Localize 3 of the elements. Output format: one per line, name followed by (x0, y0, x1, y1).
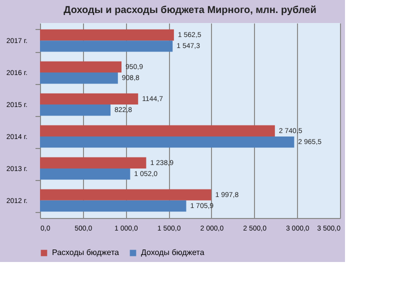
chart-title: Доходы и расходы бюджета Мирного, млн. рублей (64, 5, 316, 16)
legend-label: Доходы бюджета (141, 248, 205, 257)
legend-label: Расходы бюджета (52, 248, 120, 257)
